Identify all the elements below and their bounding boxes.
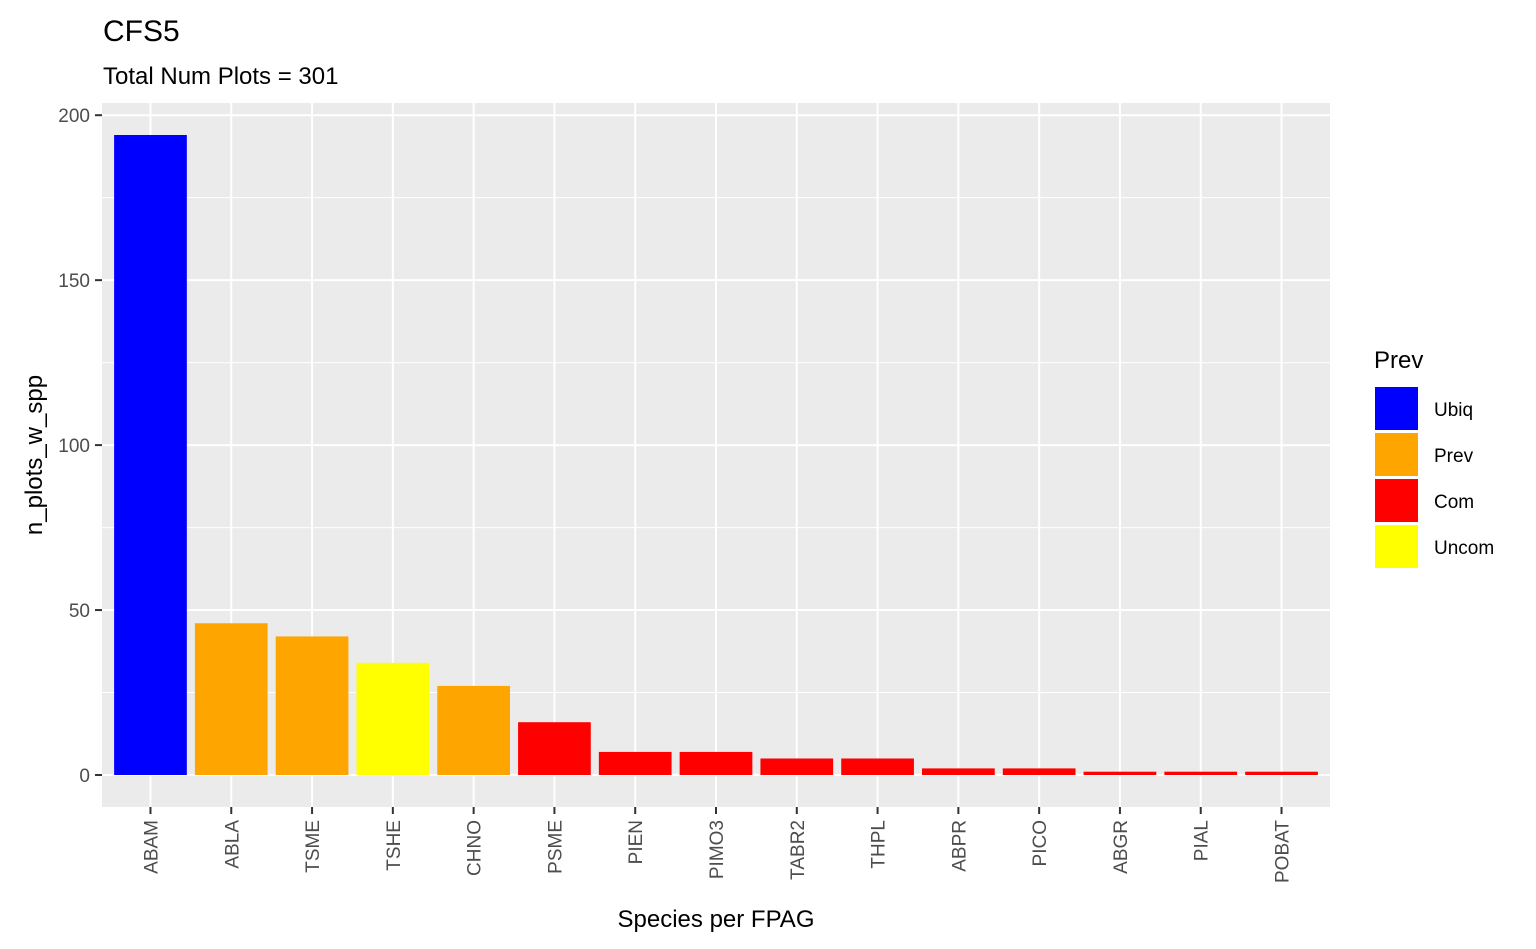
legend-title: Prev xyxy=(1374,347,1423,374)
bar-abla xyxy=(194,623,268,775)
x-tick-label: TSME xyxy=(303,820,324,873)
y-tick-label: 100 xyxy=(58,436,90,457)
axes: 0 50 100 150 200 ABAM ABLA TSME TSHE CHNO PSME PIEN… xyxy=(58,106,1293,883)
x-tick-label: PICO xyxy=(1030,820,1051,866)
legend-items: Ubiq Prev Com Uncom xyxy=(1375,387,1494,568)
x-tick-label: PSME xyxy=(545,820,566,874)
legend: Prev Ubiq Prev Com Uncom xyxy=(1374,347,1494,568)
y-tick-label: 50 xyxy=(69,601,90,622)
x-tick-label: ABLA xyxy=(222,820,243,869)
x-tick-label: THPL xyxy=(869,820,890,869)
x-tick-label: POBAT xyxy=(1273,820,1294,883)
y-axis-title: n_plots_w_spp xyxy=(21,375,48,535)
x-tick-label: TSHE xyxy=(384,820,405,871)
legend-key-com xyxy=(1375,479,1418,522)
bar-thpl xyxy=(841,758,914,775)
bar-pobat xyxy=(1245,771,1318,775)
bar-psme xyxy=(518,722,591,775)
chart-subtitle: Total Num Plots = 301 xyxy=(103,63,338,90)
legend-label: Prev xyxy=(1434,446,1474,467)
x-tick-label: ABGR xyxy=(1111,820,1132,874)
bar-abgr xyxy=(1083,771,1157,775)
legend-label: Uncom xyxy=(1434,538,1494,559)
y-tick-label: 0 xyxy=(79,766,90,787)
x-axis-title: Species per FPAG xyxy=(618,906,815,933)
legend-key-prev xyxy=(1375,433,1418,476)
bar-tabr2 xyxy=(760,758,834,775)
bar-chno xyxy=(437,685,510,775)
bar-pial xyxy=(1164,771,1238,775)
chart-title: CFS5 xyxy=(103,15,180,48)
bars xyxy=(114,135,1318,775)
legend-label: Ubiq xyxy=(1434,400,1473,421)
bar-pimo3 xyxy=(679,751,753,775)
x-tick-label: ABPR xyxy=(949,820,970,872)
bar-tshe xyxy=(356,662,430,775)
bar-pico xyxy=(1002,768,1076,775)
y-tick-label: 150 xyxy=(58,271,90,292)
x-tick-label: PIMO3 xyxy=(707,820,728,879)
bar-tsme xyxy=(275,636,349,775)
legend-key-ubiq xyxy=(1375,387,1418,430)
bar-abam xyxy=(114,135,187,775)
legend-label: Com xyxy=(1434,492,1474,513)
bar-abpr xyxy=(922,768,995,775)
x-tick-label: ABAM xyxy=(141,820,162,874)
x-tick-label: TABR2 xyxy=(788,820,809,880)
y-tick-label: 200 xyxy=(58,106,90,127)
bar-pien xyxy=(598,751,672,775)
x-tick-label: PIEN xyxy=(626,820,647,864)
legend-key-uncom xyxy=(1375,525,1418,568)
x-tick-label: PIAL xyxy=(1192,820,1213,861)
x-tick-label: CHNO xyxy=(465,820,486,876)
